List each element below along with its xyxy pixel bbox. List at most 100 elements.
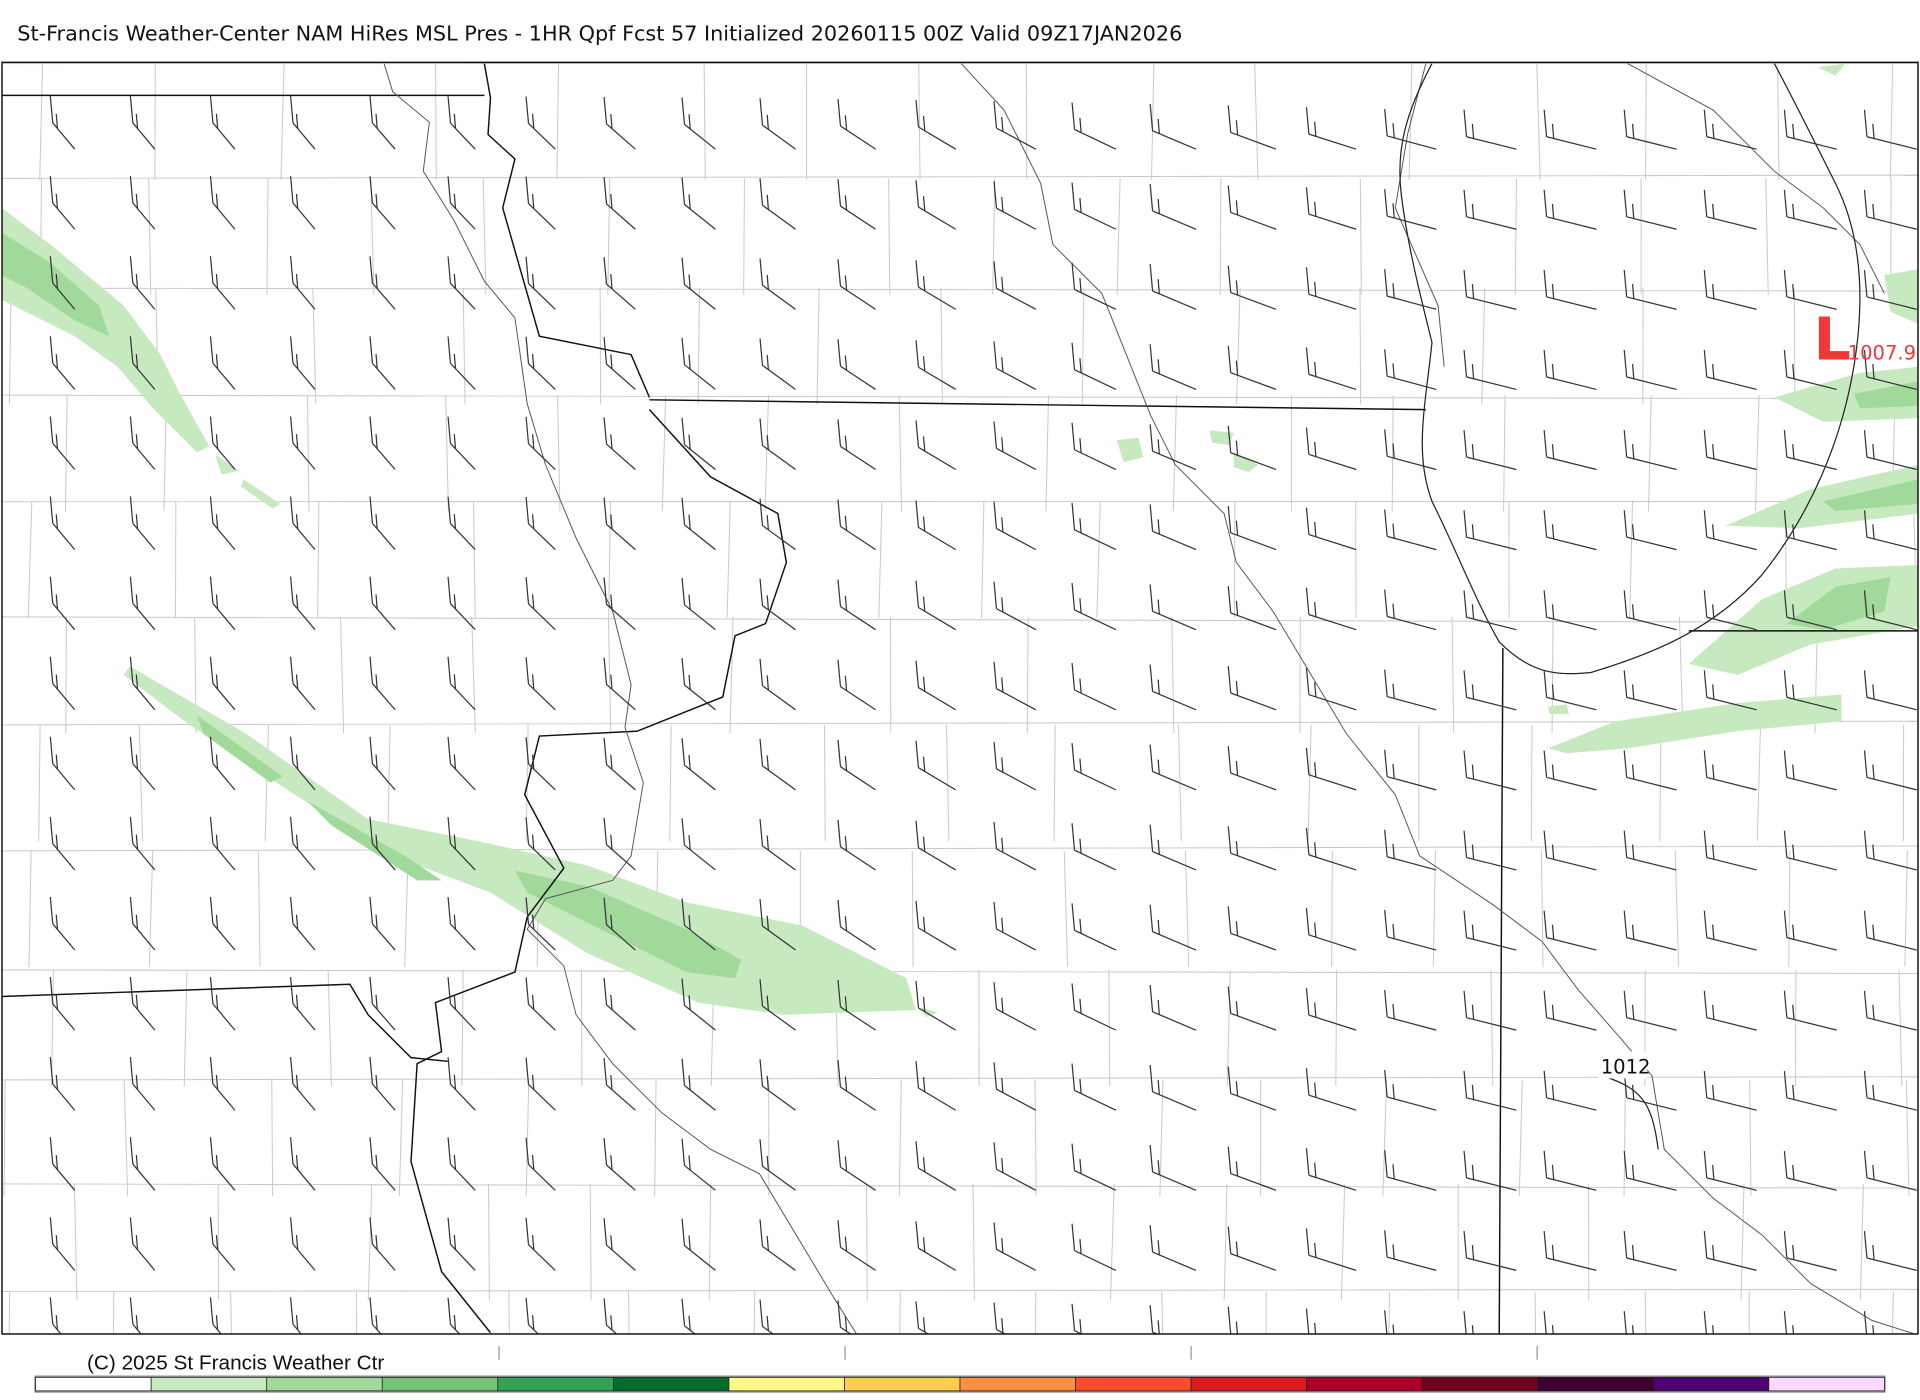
wind-barb [1305,427,1357,471]
county-line [307,395,310,512]
wind-barb [603,577,636,631]
wind-barb [49,736,76,791]
wind-barb [1149,344,1197,390]
county-line [525,1079,530,1197]
wind-barb [759,1219,796,1271]
county-line [317,501,320,618]
wind-barb [1305,107,1357,150]
county-line [824,724,826,842]
wind-barb [1149,103,1197,150]
county-line [557,395,561,512]
wind-barb [129,416,156,470]
wind-barb [1305,587,1357,631]
wind-barb [525,336,556,390]
wind-barb [209,416,236,470]
wind-barb [369,256,396,310]
wind-barb [129,1137,156,1191]
county-line [898,1079,902,1197]
county-line [918,63,921,180]
wind-barb [759,498,796,551]
county-line [1307,724,1312,842]
wind-barb [681,1298,696,1334]
wind-barb [1543,1311,1554,1334]
wind-barb [837,99,876,150]
county-line [972,1183,975,1301]
county-line [280,63,285,180]
wind-barb [1071,1143,1117,1191]
county-line [1391,395,1394,512]
wind-barb [1149,424,1197,471]
wind-barb [1384,669,1437,711]
wind-barb [603,977,636,1031]
colorbar-swatch [844,1377,961,1392]
county-line [1359,178,1362,295]
county-line [462,288,466,405]
wind-barb [1703,830,1757,871]
county-line [1756,724,1761,842]
county-line [1081,288,1085,405]
wind-barb [759,818,796,871]
map-frame [1,61,1919,1335]
county-line [488,1183,490,1301]
wind-barb [915,1141,957,1191]
wind-barb [209,1057,236,1111]
wind-barb [603,1057,636,1111]
wind-barb [1463,590,1517,631]
wind-barb [1783,350,1837,391]
county-line [28,850,32,968]
wind-barb [681,1138,716,1191]
wind-barb [1149,264,1197,310]
county-line [183,969,188,1087]
wind-barb [681,577,716,631]
county-line [264,724,270,842]
wind-barb [1305,827,1357,871]
wind-barb [603,337,636,390]
county-line [1518,1079,1523,1197]
wind-barb [129,576,156,631]
wind-barb [525,256,556,310]
wind-barb [1149,1225,1197,1271]
wind-barb [369,1057,396,1111]
county-line [1889,63,1894,180]
wind-barb [369,736,396,791]
wind-barb [915,420,957,471]
wind-barb [837,979,876,1031]
wind-barb [993,1062,1037,1111]
county-line [123,1079,129,1197]
wind-barb [209,896,236,951]
county-line [1,394,1919,400]
colorbar-swatch [1537,1377,1654,1392]
wind-barb [1863,1070,1917,1111]
wind-barb [1623,1231,1677,1271]
precip-colorbar [34,1346,1886,1393]
wind-barb [1463,990,1517,1031]
wind-barb [1463,430,1517,471]
wind-barb [1071,262,1117,310]
county-line [508,1291,510,1334]
wind-barb [1863,269,1917,310]
county-line [1359,288,1362,405]
wind-barb [759,899,796,951]
county-line [1740,1183,1745,1301]
wind-barb [49,1137,76,1191]
wind-barb [603,1218,636,1271]
wind-barb [759,1299,774,1334]
wind-barb [447,96,476,150]
county-line [764,395,769,512]
wind-barb [129,1057,156,1111]
precip-band [1853,381,1919,409]
wind-barb [1783,990,1837,1031]
county-line [230,1291,232,1334]
wind-barb [1543,430,1597,471]
county-line [1223,1183,1228,1301]
wind-barb [993,501,1037,551]
wind-barb [993,902,1037,951]
county-line [1534,1291,1537,1334]
county-line [608,501,611,618]
wind-barb [369,576,396,631]
wind-barb [1384,909,1437,951]
wind-barb [209,95,236,150]
wind-barb [1149,824,1197,871]
wind-barb [369,96,396,150]
wind-barb [289,896,316,951]
